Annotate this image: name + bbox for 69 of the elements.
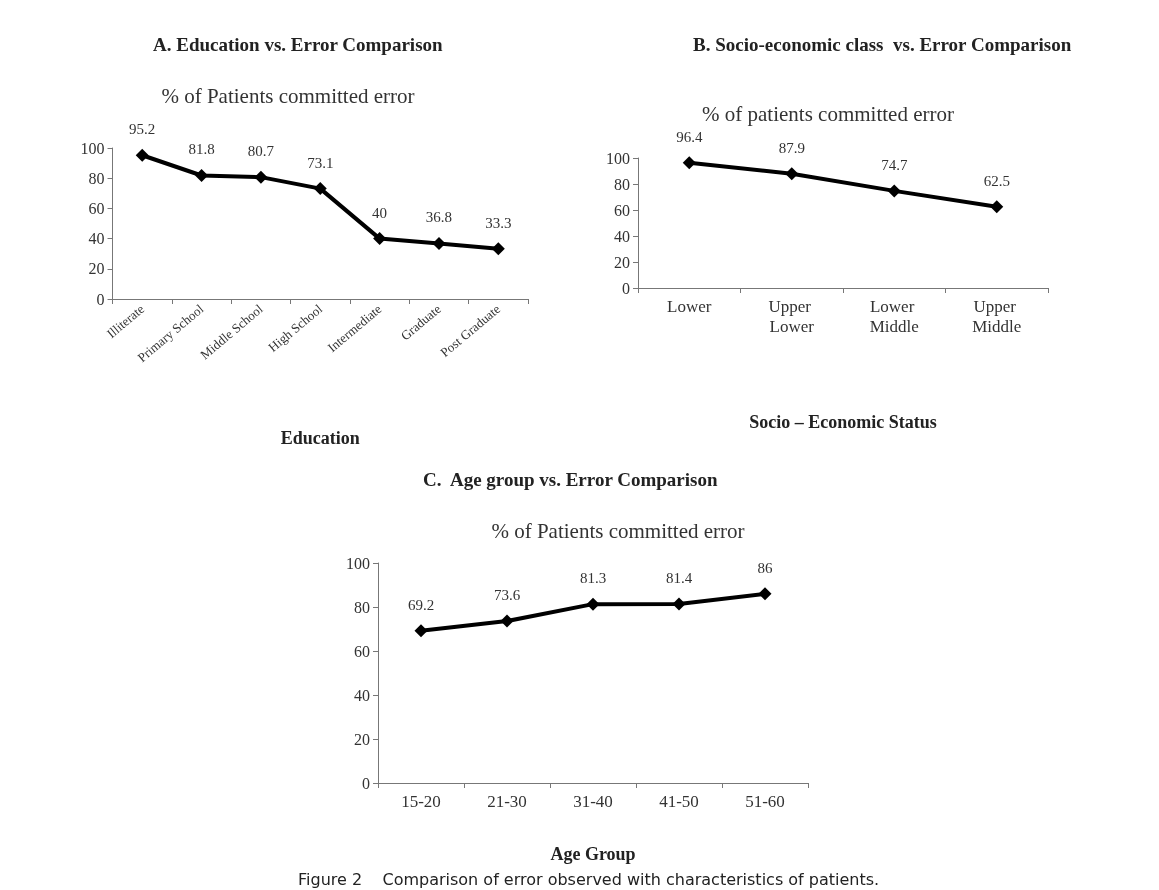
y-tick-label: 60: [88, 199, 105, 217]
x-tick-label: Upper Middle: [972, 296, 1022, 336]
x-tick-label: 31-40: [573, 791, 613, 811]
point: [135, 148, 149, 162]
data-label: 95.2: [129, 121, 156, 138]
x-axis-title: Age Group: [550, 844, 636, 864]
point: [500, 614, 514, 628]
data-label: 62.5: [983, 172, 1010, 189]
point: [432, 236, 446, 250]
y-tick-label: 40: [614, 227, 630, 245]
y-tick-label: 80: [614, 175, 630, 193]
data-label: 87.9: [778, 139, 805, 156]
data-label: 81.8: [188, 141, 215, 158]
point: [195, 168, 209, 182]
y-tick-label: 0: [362, 774, 370, 792]
chart-title: C. Age group vs. Error Comparison: [423, 469, 718, 490]
data-label: 81.4: [665, 569, 693, 586]
point: [586, 597, 600, 611]
x-tick-label: 15-20: [401, 791, 441, 811]
point: [373, 232, 387, 246]
point: [491, 242, 505, 256]
y-tick-label: 40: [354, 686, 370, 704]
point: [254, 170, 268, 184]
y-tick-label: 80: [354, 598, 370, 616]
x-axis-title: Socio – Economic Status: [749, 412, 937, 432]
y-tick-label: 100: [606, 149, 630, 167]
data-label: 69.2: [407, 596, 435, 613]
point: [785, 167, 799, 181]
data-label: 96.4: [676, 128, 703, 145]
x-tick-label: Lower Middle: [869, 296, 919, 336]
y-tick-label: 0: [96, 290, 105, 308]
x-tick-label: 41-50: [659, 791, 699, 811]
point: [758, 587, 772, 601]
y-tick-label: 40: [88, 230, 105, 248]
point: [414, 624, 428, 638]
data-label: 40: [372, 204, 388, 221]
chart-title: B. Socio-economic class vs. Error Comparison: [693, 34, 1072, 55]
point: [990, 200, 1004, 214]
x-tick-label: Upper Lower: [768, 296, 816, 336]
data-label: 81.3: [579, 570, 607, 587]
point: [887, 184, 901, 198]
caption: Figure 2 Comparison of error observed with characteristics of patients.: [298, 869, 880, 889]
point: [682, 156, 696, 170]
x-tick-label: 51-60: [745, 791, 785, 811]
data-label: 73.1: [307, 154, 334, 171]
y-tick-label: 0: [622, 279, 630, 297]
chart-subtitle: % of patients committed error: [702, 101, 954, 126]
y-tick-label: 60: [614, 201, 630, 219]
x-axis-title: Education: [280, 428, 360, 448]
point: [672, 597, 686, 611]
x-tick-label: 21-30: [487, 791, 527, 811]
y-tick-label: 100: [346, 554, 370, 572]
chart-subtitle: % of Patients committed error: [161, 83, 415, 108]
y-tick-label: 60: [354, 642, 370, 660]
data-label: 73.6: [493, 587, 521, 604]
data-label: 86: [757, 559, 773, 576]
y-tick-label: 80: [88, 169, 105, 187]
chart-title: A. Education vs. Error Comparison: [153, 34, 444, 55]
y-tick-label: 20: [88, 260, 105, 278]
y-tick-label: 20: [614, 253, 630, 271]
x-tick-label: Lower: [667, 296, 712, 316]
data-label: 36.8: [425, 209, 453, 226]
data-label: 74.7: [881, 156, 908, 173]
y-tick-label: 20: [354, 730, 370, 748]
data-label: 80.7: [247, 143, 275, 160]
data-label: 33.3: [485, 214, 512, 231]
chart-subtitle: % of Patients committed error: [491, 518, 745, 543]
y-tick-label: 100: [80, 139, 105, 157]
point: [313, 182, 327, 196]
